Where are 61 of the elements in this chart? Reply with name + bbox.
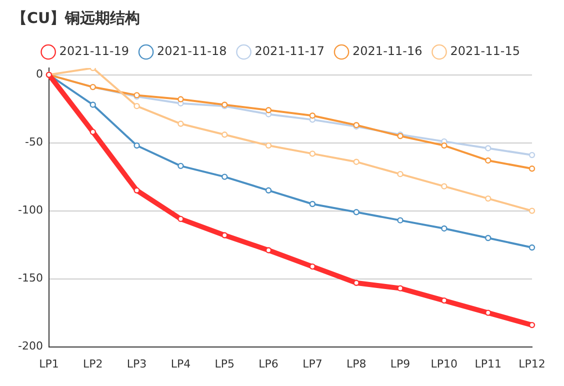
point — [397, 170, 404, 178]
point — [528, 322, 536, 328]
y-tick-label: -50 — [24, 136, 43, 149]
point — [353, 158, 360, 165]
point — [441, 225, 448, 232]
point — [178, 96, 184, 102]
point — [265, 142, 272, 149]
x-tick-label: LP8 — [346, 357, 366, 370]
y-tick-label: -150 — [18, 272, 43, 285]
point — [134, 142, 140, 149]
point — [265, 187, 272, 194]
legend-label: 2021-11-17 — [254, 44, 325, 58]
x-tick-label: LP9 — [390, 357, 410, 370]
legend-label: 2021-11-19 — [59, 44, 130, 58]
point — [178, 216, 184, 222]
legend-label: 2021-11-16 — [352, 44, 422, 58]
point — [441, 183, 448, 190]
x-tick-label: LP6 — [258, 357, 278, 370]
point — [309, 150, 316, 157]
y-tick-label: -200 — [18, 340, 43, 353]
point — [134, 102, 140, 110]
point — [397, 217, 404, 224]
point — [484, 310, 492, 316]
x-tick-label: LP10 — [430, 357, 458, 370]
point — [178, 162, 184, 170]
point — [484, 145, 492, 152]
point — [134, 187, 140, 194]
point — [528, 152, 536, 158]
point — [528, 166, 536, 172]
point — [353, 280, 360, 286]
point — [222, 174, 228, 180]
point — [484, 195, 492, 202]
x-tick-label: LP3 — [126, 357, 147, 370]
x-tick-label: LP12 — [518, 357, 546, 370]
x-tick-label: LP2 — [82, 357, 103, 370]
point — [528, 244, 536, 251]
point — [441, 297, 448, 304]
point — [441, 142, 448, 149]
point — [178, 120, 184, 127]
legend-label: 2021-11-18 — [157, 44, 227, 58]
x-tick-label: LP11 — [474, 357, 502, 370]
point — [222, 132, 228, 138]
point — [265, 247, 272, 254]
legend-label: 2021-11-15 — [450, 44, 520, 58]
point — [528, 208, 536, 214]
point — [309, 263, 316, 270]
point — [484, 234, 492, 242]
point — [309, 112, 316, 119]
point — [90, 128, 96, 136]
point — [309, 200, 316, 208]
point — [265, 107, 272, 114]
x-tick-label: LP4 — [170, 357, 191, 370]
x-tick-label: LP7 — [302, 357, 322, 370]
x-tick-label: LP1 — [39, 357, 59, 370]
y-tick-label: 0 — [36, 68, 43, 81]
chart-title: 【CU】铜远期结构 — [12, 8, 140, 27]
point — [353, 209, 360, 216]
point — [90, 102, 96, 108]
y-tick-label: -100 — [18, 204, 43, 217]
x-tick-label: LP5 — [214, 357, 234, 370]
point — [484, 157, 492, 164]
